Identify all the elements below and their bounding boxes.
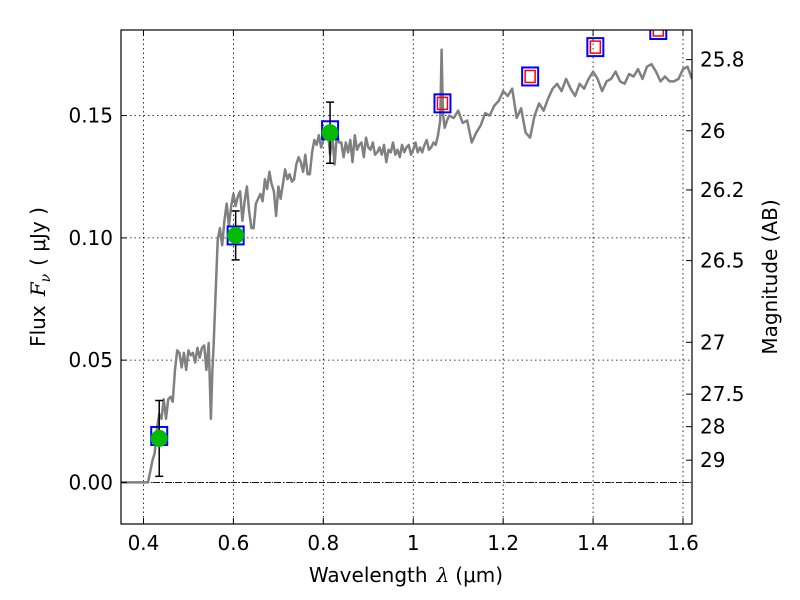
axes: 0.4 0.6 0.8 1 1.2 1.4 1.6 0.00 0.05 0.10 0.15 25.8 2… bbox=[68, 30, 745, 555]
model-photometry-point bbox=[433, 93, 452, 114]
y-tick-label: 0.15 bbox=[68, 104, 113, 128]
x-tick-label: 0.6 bbox=[217, 531, 249, 555]
y-tick-label: 0.10 bbox=[68, 226, 113, 250]
x-tick-label: 1.2 bbox=[487, 531, 519, 555]
model-photometry-point bbox=[586, 37, 605, 58]
y2-tick-label: 26.5 bbox=[700, 249, 745, 273]
y2-tick-label: 26.2 bbox=[700, 178, 745, 202]
y2-tick-label: 27.5 bbox=[700, 382, 745, 406]
observed-photometry-point bbox=[150, 429, 168, 447]
observed-photometry-point bbox=[227, 226, 245, 244]
y2-tick-label: 27 bbox=[700, 330, 725, 354]
upper-limit-point bbox=[652, 30, 665, 37]
x-tick-label: 1.6 bbox=[667, 531, 699, 555]
plot-frame bbox=[120, 29, 693, 525]
y-tick-label: 0.05 bbox=[68, 348, 113, 372]
grid bbox=[121, 30, 692, 524]
y2-axis-title: Magnitude (AB) bbox=[758, 199, 782, 354]
upper-limit-point bbox=[524, 69, 536, 84]
y2-tick-label: 29 bbox=[700, 448, 725, 472]
y-tick-label: 0.00 bbox=[68, 470, 113, 494]
x-tick-label: 1.4 bbox=[577, 531, 609, 555]
plot-area bbox=[121, 30, 692, 484]
model-photometry-point bbox=[649, 30, 668, 40]
x-tick-label: 0.8 bbox=[307, 531, 339, 555]
model-spectrum-line bbox=[121, 48, 692, 484]
upper-limit-point bbox=[436, 96, 449, 111]
observed-photometry-point bbox=[321, 124, 339, 142]
upper-limit-point bbox=[589, 40, 602, 54]
y-axis-title: FluxFν( μJy ) bbox=[26, 207, 54, 347]
y2-tick-label: 28 bbox=[700, 415, 725, 439]
x-tick-label: 0.4 bbox=[128, 531, 160, 555]
y2-tick-label: 26 bbox=[700, 119, 725, 143]
x-axis-title: Wavelength λ (μm) bbox=[309, 563, 503, 587]
x-tick-label: 1 bbox=[407, 531, 420, 555]
y2-tick-label: 25.8 bbox=[700, 48, 745, 72]
model-photometry-point bbox=[521, 66, 540, 87]
